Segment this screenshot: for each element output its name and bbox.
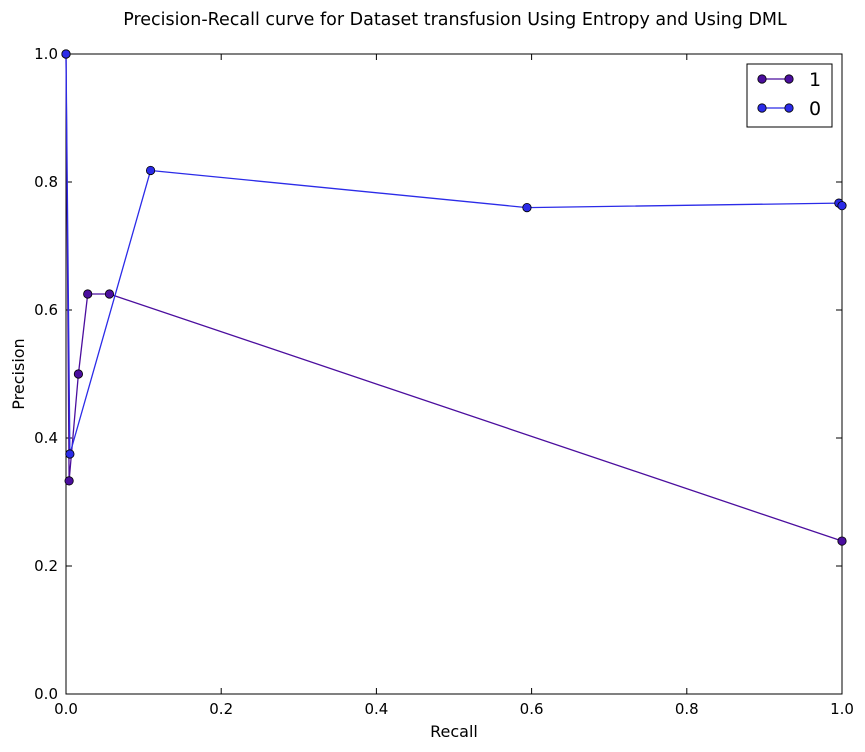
series-0-point: [145, 165, 156, 176]
y-tick-label: 0.2: [34, 557, 58, 575]
legend-marker-0: [784, 103, 794, 113]
x-tick-label: 0.8: [675, 700, 699, 718]
series-1-point: [104, 289, 115, 299]
y-tick-label: 0.6: [34, 301, 58, 319]
y-tick-label: 1.0: [34, 45, 58, 63]
series-0-point: [522, 203, 532, 213]
legend: 10: [746, 63, 833, 128]
y-tick-label: 0.8: [34, 173, 58, 191]
y-tick-label: 0.4: [34, 429, 58, 447]
y-axis-title: Precision: [9, 338, 28, 409]
x-tick-label: 0.6: [520, 700, 544, 718]
x-tick-label: 1.0: [830, 700, 854, 718]
series-0-point: [61, 49, 71, 59]
legend-marker-1: [757, 74, 767, 84]
y-tick-label: 0.0: [34, 685, 58, 703]
series-0-point: [65, 449, 75, 459]
legend-label-1: 1: [809, 69, 821, 91]
chart-title: Precision-Recall curve for Dataset trans…: [123, 10, 787, 30]
plot-area: 0.0 0.2 0.4 0.6 0.8 1.0 0.0 0.2 0.4 0.6 0.8 1.0: [34, 45, 854, 718]
series-1-point: [83, 289, 93, 299]
plot-frame: [65, 53, 843, 695]
series-1-line: [65, 53, 843, 542]
legend-label-0: 0: [809, 98, 821, 120]
series-1-point: [73, 369, 84, 379]
legend-marker-0: [757, 103, 767, 113]
legend-marker-1: [784, 74, 794, 84]
x-tick-label: 0.4: [364, 700, 388, 718]
series-1-point: [837, 536, 847, 546]
x-tick-label: 0.0: [54, 700, 78, 718]
series-0-point: [837, 201, 847, 211]
x-tick-label: 0.2: [209, 700, 233, 718]
series-1-point: [64, 476, 74, 486]
x-axis-title: Recall: [430, 722, 478, 741]
